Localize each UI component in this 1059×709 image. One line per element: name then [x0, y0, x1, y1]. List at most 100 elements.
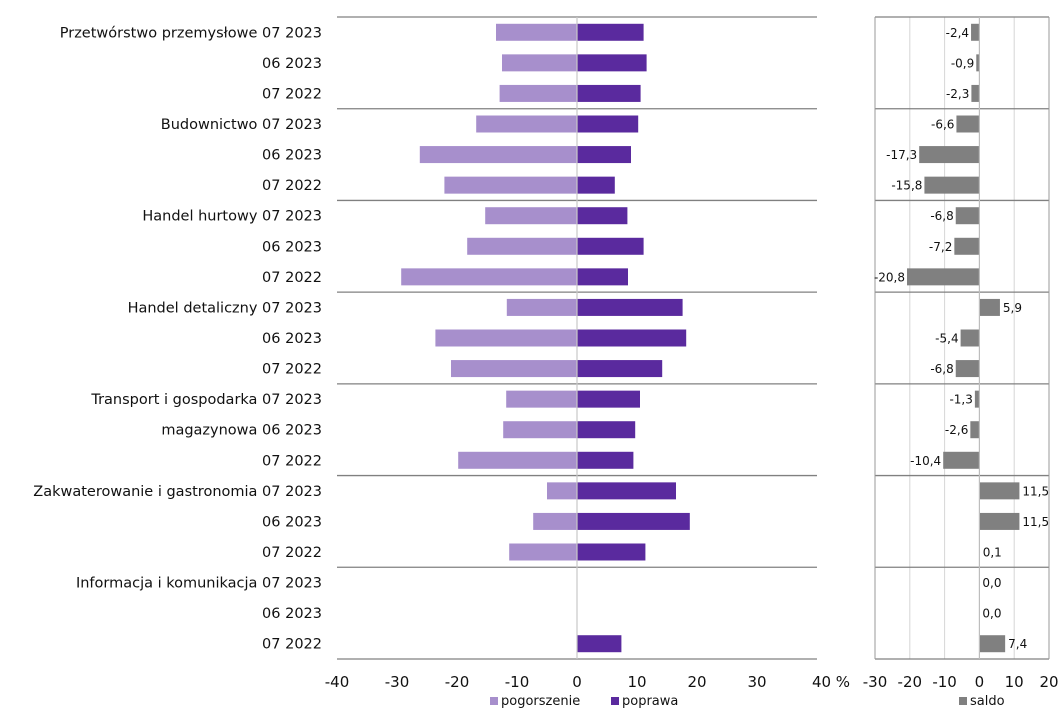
poprawa-bar — [577, 115, 639, 133]
row-label: 06 2023 — [262, 514, 322, 530]
poprawa-bar — [577, 54, 647, 72]
saldo-value-label: -20,8 — [874, 270, 905, 284]
row-label: Handel detaliczny 07 2023 — [128, 300, 322, 316]
row-label: 07 2022 — [262, 545, 322, 561]
saldo-bar — [979, 482, 1020, 500]
saldo-value-label: 5,9 — [1003, 301, 1022, 315]
saldo-bar — [955, 207, 980, 225]
x-tick-label: 0 — [572, 673, 582, 691]
poprawa-bar — [577, 298, 683, 316]
saldo-bar — [954, 237, 980, 255]
saldo-tick-label: -30 — [863, 673, 888, 691]
pogorszenie-bar — [451, 360, 577, 378]
pogorszenie-bar — [435, 329, 577, 347]
x-tick-label: -40 — [325, 673, 350, 691]
saldo-value-label: -2,3 — [946, 87, 969, 101]
row-label: 07 2022 — [262, 270, 322, 286]
saldo-value-label: -6,6 — [931, 118, 954, 132]
saldo-bar — [956, 115, 980, 133]
saldo-tick-label: -10 — [932, 673, 957, 691]
row-label: 06 2023 — [262, 148, 322, 164]
saldo-value-label: -2,4 — [946, 26, 969, 40]
pogorszenie-bar — [502, 54, 577, 72]
x-tick-label: 30 — [747, 673, 766, 691]
saldo-value-label: -10,4 — [910, 454, 941, 468]
row-label: 07 2022 — [262, 362, 322, 378]
saldo-bar — [979, 298, 1000, 316]
row-label: 06 2023 — [262, 56, 322, 72]
saldo-value-label: 0,1 — [983, 546, 1002, 560]
x-tick-label: 10 — [627, 673, 646, 691]
pogorszenie-bar — [444, 176, 577, 194]
pogorszenie-legend-label: pogorszenie — [501, 694, 580, 709]
row-label: Handel hurtowy 07 2023 — [142, 209, 322, 225]
pogorszenie-bar — [401, 268, 577, 286]
saldo-value-label: -6,8 — [930, 209, 953, 223]
poprawa-legend-label: poprawa — [622, 694, 678, 709]
saldo-value-label: 7,4 — [1008, 637, 1027, 651]
pogorszenie-bar — [547, 482, 577, 500]
poprawa-bar — [577, 482, 676, 500]
poprawa-bar — [577, 543, 646, 561]
poprawa-bar — [577, 146, 631, 164]
pogorszenie-bar — [506, 390, 577, 408]
row-label: 06 2023 — [262, 239, 322, 255]
poprawa-bar — [577, 360, 663, 378]
saldo-legend-swatch — [959, 697, 967, 705]
poprawa-bar — [577, 23, 644, 41]
saldo-value-label: 11,5 — [1022, 515, 1049, 529]
saldo-tick-label: -20 — [898, 673, 923, 691]
saldo-value-label: -7,2 — [929, 240, 952, 254]
pogorszenie-bar — [503, 421, 577, 439]
pogorszenie-bar — [458, 451, 577, 469]
row-label: Budownictwo 07 2023 — [161, 117, 322, 133]
row-label: 07 2022 — [262, 637, 322, 653]
pogorszenie-bar — [476, 115, 577, 133]
poprawa-bar — [577, 268, 628, 286]
pogorszenie-bar — [419, 146, 577, 164]
saldo-bar — [907, 268, 980, 286]
poprawa-bar — [577, 176, 615, 194]
saldo-value-label: -17,3 — [886, 148, 917, 162]
saldo-bar — [919, 146, 980, 164]
x-tick-label: 40 % — [812, 673, 850, 691]
pogorszenie-bar — [467, 237, 577, 255]
poprawa-bar — [577, 512, 690, 530]
saldo-bar — [974, 390, 980, 408]
saldo-bar — [976, 54, 980, 72]
x-tick-label: -30 — [385, 673, 410, 691]
row-label: Informacja i komunikacja 07 2023 — [76, 576, 322, 592]
pogorszenie-bar — [533, 512, 577, 530]
poprawa-bar — [577, 451, 634, 469]
saldo-value-label: -1,3 — [949, 393, 972, 407]
row-label: 07 2022 — [262, 178, 322, 194]
poprawa-bar — [577, 84, 641, 102]
pogorszenie-bar — [496, 23, 577, 41]
saldo-tick-label: 0 — [975, 673, 985, 691]
saldo-tick-label: 10 — [1005, 673, 1024, 691]
saldo-value-label: -0,9 — [951, 56, 974, 70]
saldo-bar — [924, 176, 980, 194]
poprawa-legend-swatch — [611, 697, 619, 705]
poprawa-bar — [577, 207, 628, 225]
x-tick-label: -10 — [505, 673, 530, 691]
row-label: Przetwórstwo przemysłowe 07 2023 — [60, 25, 322, 41]
row-label: 06 2023 — [262, 606, 322, 622]
pogorszenie-bar — [499, 84, 577, 102]
pogorszenie-legend-swatch — [490, 697, 498, 705]
saldo-value-label: 0,0 — [982, 607, 1001, 621]
poprawa-bar — [577, 421, 636, 439]
saldo-bar — [960, 329, 980, 347]
pogorszenie-bar — [485, 207, 577, 225]
saldo-value-label: 0,0 — [982, 576, 1001, 590]
saldo-value-label: -15,8 — [891, 179, 922, 193]
poprawa-bar — [577, 329, 687, 347]
pogorszenie-bar — [506, 298, 577, 316]
saldo-value-label: -5,4 — [935, 332, 958, 346]
row-label: Zakwaterowanie i gastronomia 07 2023 — [33, 484, 322, 500]
poprawa-bar — [577, 390, 640, 408]
saldo-bar — [970, 421, 980, 439]
saldo-value-label: -2,6 — [945, 423, 968, 437]
row-label: 06 2023 — [262, 331, 322, 347]
